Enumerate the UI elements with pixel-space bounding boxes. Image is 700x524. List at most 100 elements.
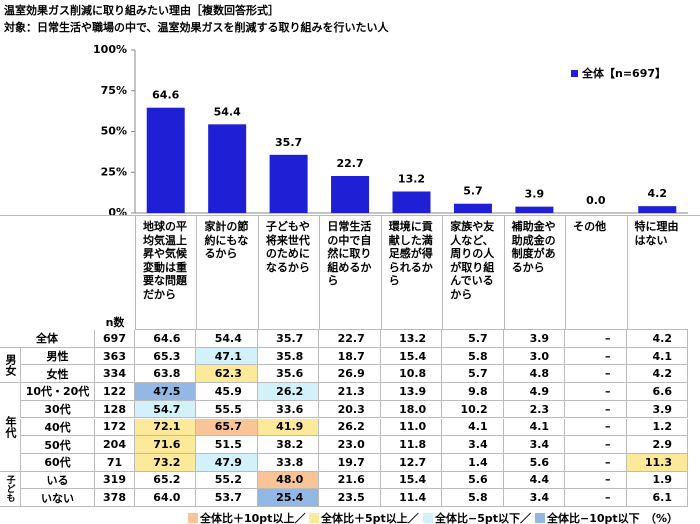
data-label: 5.7 (463, 185, 483, 198)
table-cell: 13.2 (380, 330, 443, 348)
bar (392, 191, 431, 213)
y-tick-label: 100% (93, 43, 127, 56)
table-cell: 2.9 (626, 436, 688, 454)
table-cell: 4.2 (626, 330, 688, 348)
table-cell: 5.8 (442, 347, 504, 366)
chart: 0% 25% 50% 75% 100% 64.6 54.4 35.7 22.7 13.2 5.7 3.… (93, 43, 688, 215)
data-label: 3.9 (525, 188, 545, 201)
table-cell: 3.4 (503, 489, 566, 507)
n-header: n数 (105, 316, 125, 329)
table-cell: 5.8 (442, 489, 504, 507)
bar (146, 107, 185, 213)
table-cell: 15.4 (380, 471, 443, 490)
subtitle: 対象：日常生活や職場の中で、温室効果ガスを削減する取り組みを行いたい人 (4, 21, 389, 34)
row-label: 男性 (20, 347, 95, 366)
table-cell: 26.2 (257, 383, 320, 401)
table-cell: – (565, 383, 627, 401)
table-cell: 73.2 (135, 453, 197, 472)
y-tick-label: 0% (108, 206, 127, 215)
group-label: 子ども (0, 472, 20, 507)
bar (453, 203, 492, 213)
table-cell: 71.6 (135, 436, 197, 454)
table-cell: 53.7 (196, 489, 258, 507)
table-cell: 23.5 (319, 489, 381, 507)
table-cell: 45.9 (196, 383, 258, 401)
column-header: その他 (565, 215, 627, 330)
table-cell: 11.8 (380, 436, 443, 454)
table-cell: 47.1 (196, 347, 258, 366)
table-cell: 3.9 (626, 400, 688, 419)
table-cell: 11.0 (380, 418, 443, 437)
highlight-swatch (423, 513, 433, 523)
table-cell: 25.4 (257, 489, 320, 507)
table-cell: 4.2 (626, 365, 688, 384)
table-cell: 33.6 (257, 400, 320, 419)
data-label: 54.4 (214, 105, 241, 118)
table-cell: 64.6 (135, 330, 197, 348)
table-cell: 35.6 (257, 365, 320, 384)
table-cell: 65.3 (135, 347, 197, 366)
table-border (0, 215, 700, 216)
table-cell: 10.2 (442, 400, 504, 419)
table-cell: 4.1 (503, 418, 566, 437)
row-label: 50代 (20, 436, 95, 454)
highlight-label: 全体比−10pt以下 (547, 512, 640, 524)
table-cell: – (565, 418, 627, 437)
row-n: 172 (95, 418, 135, 437)
table-cell: 47.9 (196, 453, 258, 472)
table-cell: 23.0 (319, 436, 381, 454)
table-cell: 18.7 (319, 347, 381, 366)
column-header: 地球の平均気温上昇や気候変動は重要な問題だから (135, 215, 197, 330)
table-cell: 41.9 (257, 418, 320, 437)
table-cell: 1.2 (626, 418, 688, 437)
table-cell: 55.2 (196, 471, 258, 490)
y-tick-label: 25% (101, 165, 127, 178)
data-label: 22.7 (336, 157, 363, 170)
table-cell: 9.8 (442, 383, 504, 401)
table-cell: 18.0 (380, 400, 443, 419)
table-cell: 22.7 (319, 330, 381, 348)
table-cell: 11.3 (626, 453, 688, 472)
row-n: 122 (95, 383, 135, 401)
highlight-swatch (535, 513, 545, 523)
table-cell: – (565, 365, 627, 384)
column-header: 家計の節約にもなるから (196, 215, 258, 330)
table-cell: 38.2 (257, 436, 320, 454)
bar (331, 175, 370, 213)
table-cell: 6.1 (626, 489, 688, 507)
title: 温室効果ガス削減に取り組みたい理由［複数回答形式］ (4, 4, 279, 17)
row-label: 60代 (20, 453, 95, 472)
table-cell: 4.9 (503, 383, 566, 401)
table-cell: 4.1 (442, 418, 504, 437)
table-cell: – (565, 330, 627, 348)
unit-label: （%） (645, 512, 679, 524)
column-header: 家族や友人など、周りの人が取り組んでいるから (442, 215, 504, 330)
column-header: 日常生活の中で自然に取り組めるから (319, 215, 381, 330)
table-cell: 35.8 (257, 347, 320, 366)
row-label: 40代 (20, 418, 95, 437)
row-n: 334 (95, 365, 135, 384)
column-header: 子どもや将来世代のためになるから (257, 215, 320, 330)
legend-label: 全体【n=697】 (581, 66, 666, 80)
table-cell: 21.3 (319, 383, 381, 401)
table-cell: – (565, 471, 627, 490)
y-tick-label: 50% (101, 125, 127, 138)
table-cell: 2.3 (503, 400, 566, 419)
table-cell: – (565, 436, 627, 454)
table-cell: 15.4 (380, 347, 443, 366)
table-cell: 20.3 (319, 400, 381, 419)
row-label: 10代・20代 (20, 383, 95, 401)
table-cell: 13.9 (380, 383, 443, 401)
highlight-label: 全体比−5pt以下／ (435, 512, 532, 524)
table-cell: 3.9 (503, 330, 566, 348)
table-cell: 5.6 (503, 453, 566, 472)
data-label: 35.7 (275, 136, 302, 149)
row-label: いない (20, 489, 95, 507)
table-cell: 48.0 (257, 471, 320, 490)
table-cell: 35.7 (257, 330, 320, 348)
data-label: 4.2 (648, 187, 668, 200)
column-header: 環境に貢献した満足感が得られるから (380, 215, 443, 330)
highlight-label: 全体比＋5pt以上／ (321, 512, 419, 524)
row-n: 697 (95, 330, 135, 348)
